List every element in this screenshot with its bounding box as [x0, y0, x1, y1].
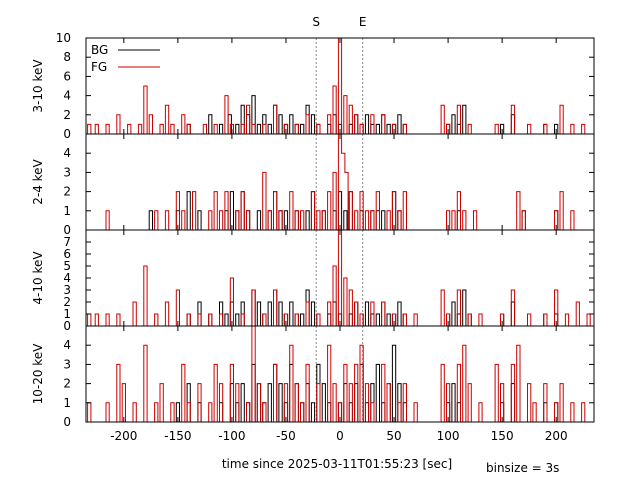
x-tick-label: 0 [336, 429, 344, 443]
y-tick-label: 1 [63, 204, 71, 218]
marker-label-e: E [359, 15, 367, 29]
y-tick-label: 2 [63, 185, 71, 199]
legend-label-fg: FG [91, 60, 107, 74]
y-axis-label: 3-10 keV [31, 59, 45, 113]
y-tick-label: 2 [63, 295, 71, 309]
y-tick-label: 1 [63, 307, 71, 321]
y-tick-label: 0 [63, 415, 71, 429]
x-tick-label: -150 [164, 429, 191, 443]
y-tick-label: 2 [63, 377, 71, 391]
y-tick-label: 0 [63, 127, 71, 141]
y-tick-label: 7 [63, 235, 71, 249]
x-tick-label: 200 [545, 429, 568, 443]
binsize-note: binsize = 3s [486, 461, 559, 475]
panel-frame [85, 37, 595, 135]
y-axis-label: 2-4 keV [31, 158, 45, 204]
x-tick-label: 100 [437, 429, 460, 443]
y-tick-label: 6 [63, 247, 71, 261]
panel-frame [85, 325, 595, 423]
y-tick-label: 4 [63, 146, 71, 160]
y-axis-label: 4-10 keV [31, 251, 45, 305]
y-tick-label: 0 [63, 223, 71, 237]
series-fg-line [87, 229, 591, 326]
x-axis-label: time since 2025-03-11T01:55:23 [sec] [222, 457, 452, 471]
panel-1: 0 2 4 6 8 10 3-10 keV [31, 31, 595, 141]
y-tick-label: 3 [63, 165, 71, 179]
y-tick-label: 0 [63, 319, 71, 333]
y-tick-label: 3 [63, 357, 71, 371]
y-tick-label: 1 [63, 396, 71, 410]
series-fg-line [87, 325, 586, 423]
legend-label-bg: BG [91, 43, 108, 57]
y-tick-label: 8 [63, 50, 71, 64]
y-tick-label: 5 [63, 259, 71, 273]
x-tick-label: -50 [276, 429, 296, 443]
y-tick-label: 3 [63, 283, 71, 297]
panel-frame [85, 229, 595, 327]
y-tick-label: 10 [56, 31, 71, 45]
series-bg-line [186, 289, 559, 327]
y-axis-label: 10-20 keV [31, 343, 45, 405]
y-tick-label: 4 [63, 338, 71, 352]
y-tick-label: 4 [63, 271, 71, 285]
series-fg-line [105, 133, 575, 230]
x-tick-label: 50 [386, 429, 401, 443]
panel-2: 0 1 2 3 4 2-4 keV [31, 133, 595, 237]
x-tick-label: -200 [110, 429, 137, 443]
legend: BG FG [91, 43, 160, 74]
y-tick-label: 4 [63, 89, 71, 103]
marker-label-s: S [312, 15, 320, 29]
x-tick-label: 150 [491, 429, 514, 443]
panel-frame [85, 133, 595, 231]
y-tick-label: 2 [63, 108, 71, 122]
x-tick-label: -100 [218, 429, 245, 443]
series-fg-line [87, 37, 586, 135]
y-tick-label: 6 [63, 69, 71, 83]
panel-4: 0 1 2 3 4 -200 -150 -100 -50 0 50 100 150 200 10-20 ke… [31, 325, 595, 443]
